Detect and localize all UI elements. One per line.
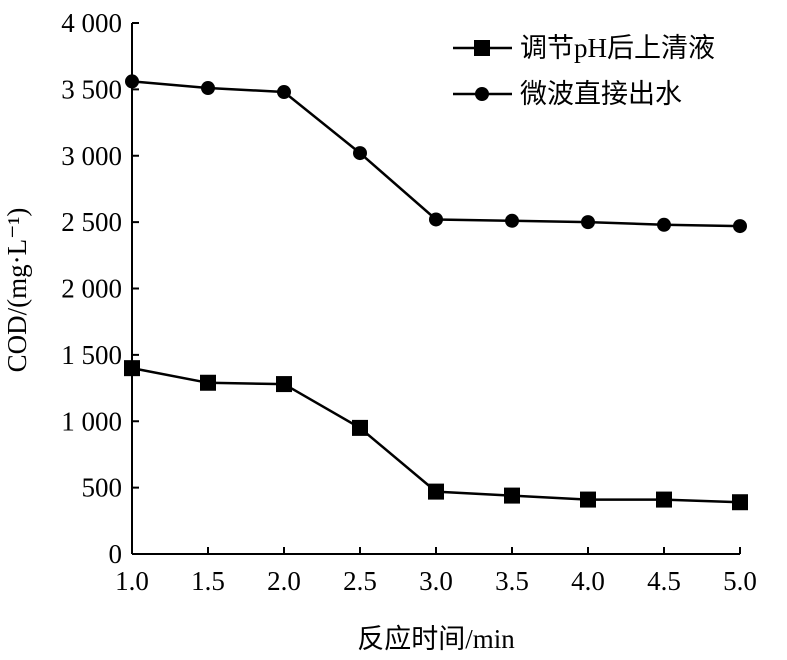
data-point-series-2 (429, 212, 443, 227)
data-point-series-2 (733, 219, 747, 234)
y-tick-label: 500 (82, 473, 123, 503)
data-point-series-1 (124, 360, 140, 377)
x-tick-label: 1.0 (115, 566, 149, 596)
data-point-series-1 (200, 374, 216, 391)
data-point-series-1 (732, 494, 748, 511)
data-point-series-2 (125, 74, 139, 89)
data-point-series-1 (504, 487, 520, 504)
legend-label-2: 微波直接出水 (520, 79, 682, 109)
data-point-series-1 (656, 491, 672, 508)
y-tick-label: 3 000 (61, 141, 122, 171)
y-axis-title: COD/(mg·L⁻¹) (2, 208, 32, 373)
y-tick-label: 1 500 (61, 340, 122, 370)
y-tick-label: 1 000 (61, 406, 122, 436)
data-point-series-1 (276, 376, 292, 393)
legend-label-1: 调节pH后上清液 (520, 33, 715, 63)
y-tick-label: 2 000 (61, 274, 122, 304)
data-point-series-2 (581, 215, 595, 230)
y-tick-label: 4 000 (61, 8, 122, 38)
series-layer (124, 74, 748, 511)
y-ticks: 0 500 1 000 1 500 2 000 2 500 3 000 3 500 4 000 (61, 8, 139, 569)
x-tick-label: 3.5 (495, 566, 529, 596)
x-axis-title: 反应时间/min (357, 624, 515, 654)
legend-marker-1 (474, 40, 490, 56)
legend-marker-2 (475, 87, 489, 101)
data-point-series-2 (657, 217, 671, 232)
x-tick-label: 4.0 (571, 566, 605, 596)
data-point-series-2 (201, 81, 215, 96)
data-point-series-1 (428, 483, 444, 500)
y-tick-label: 3 500 (61, 74, 122, 104)
x-tick-label: 2.5 (343, 566, 377, 596)
data-point-series-1 (352, 419, 368, 436)
x-tick-label: 2.0 (267, 566, 301, 596)
x-tick-label: 4.5 (647, 566, 681, 596)
data-point-series-2 (505, 213, 519, 228)
y-tick-label: 0 (109, 539, 123, 569)
data-point-series-2 (353, 146, 367, 161)
series-line-1 (131, 366, 741, 504)
data-point-series-1 (580, 491, 596, 508)
x-ticks: 1.0 1.5 2.0 2.5 3.0 3.5 4.0 4.5 5.0 (115, 547, 757, 596)
x-tick-label: 5.0 (723, 566, 757, 596)
data-point-series-2 (277, 85, 291, 100)
x-tick-label: 1.5 (191, 566, 225, 596)
x-tick-label: 3.0 (419, 566, 453, 596)
y-tick-label: 2 500 (61, 207, 122, 237)
